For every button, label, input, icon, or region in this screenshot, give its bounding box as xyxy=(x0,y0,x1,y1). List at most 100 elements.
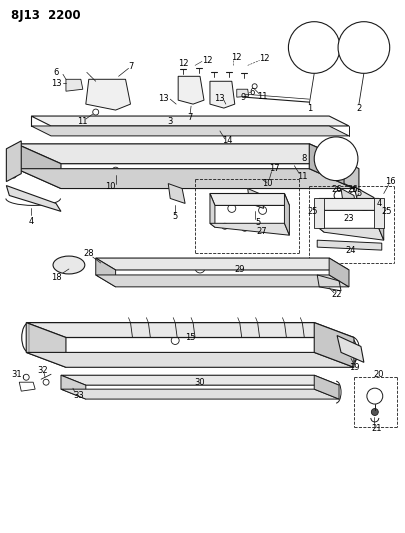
Text: 6: 6 xyxy=(53,68,59,77)
Circle shape xyxy=(241,225,247,231)
Text: 11: 11 xyxy=(296,172,307,181)
Polygon shape xyxy=(61,389,338,399)
Text: 22: 22 xyxy=(331,290,341,300)
Polygon shape xyxy=(343,161,358,190)
Polygon shape xyxy=(340,189,355,208)
Circle shape xyxy=(68,383,74,389)
Text: 24: 24 xyxy=(345,246,355,255)
Text: 13: 13 xyxy=(158,94,168,103)
Text: 33: 33 xyxy=(73,391,84,400)
Circle shape xyxy=(333,190,343,200)
Polygon shape xyxy=(26,352,353,367)
Polygon shape xyxy=(96,258,115,287)
Circle shape xyxy=(337,22,389,74)
Polygon shape xyxy=(309,144,353,189)
Circle shape xyxy=(227,205,235,212)
Polygon shape xyxy=(318,198,383,211)
Text: 11: 11 xyxy=(77,117,88,125)
Text: 5: 5 xyxy=(356,189,361,198)
Polygon shape xyxy=(61,375,85,399)
Text: 12: 12 xyxy=(177,59,188,68)
Circle shape xyxy=(96,87,104,95)
Text: 9: 9 xyxy=(239,93,245,102)
Text: 12: 12 xyxy=(259,54,269,63)
Polygon shape xyxy=(378,198,383,240)
Polygon shape xyxy=(313,322,353,367)
Text: 3: 3 xyxy=(167,117,173,125)
Polygon shape xyxy=(31,126,348,136)
Text: 28: 28 xyxy=(83,248,94,257)
Polygon shape xyxy=(16,144,61,189)
Text: 13: 13 xyxy=(214,94,225,103)
Polygon shape xyxy=(318,198,323,232)
Circle shape xyxy=(43,379,49,385)
Text: 20: 20 xyxy=(373,370,383,379)
Polygon shape xyxy=(96,275,348,287)
Text: 4: 4 xyxy=(375,199,380,208)
Circle shape xyxy=(115,99,121,105)
Text: 30: 30 xyxy=(194,378,205,387)
Text: 14: 14 xyxy=(222,136,232,146)
Circle shape xyxy=(221,223,227,229)
Polygon shape xyxy=(178,76,203,104)
Polygon shape xyxy=(284,193,289,235)
Polygon shape xyxy=(209,193,289,205)
Polygon shape xyxy=(209,81,234,108)
Text: 10: 10 xyxy=(262,179,272,188)
Text: 29: 29 xyxy=(234,265,244,274)
Text: 17: 17 xyxy=(269,164,279,173)
Text: 31: 31 xyxy=(11,370,21,379)
Text: 12: 12 xyxy=(231,53,241,62)
Polygon shape xyxy=(61,375,338,385)
Text: 2: 2 xyxy=(356,103,361,112)
Polygon shape xyxy=(236,89,248,97)
Text: 7: 7 xyxy=(128,62,133,71)
Polygon shape xyxy=(16,168,353,189)
Text: 10: 10 xyxy=(105,182,115,191)
Polygon shape xyxy=(66,79,83,91)
Polygon shape xyxy=(16,144,353,164)
Text: 13: 13 xyxy=(51,79,61,88)
Text: 7: 7 xyxy=(187,112,192,122)
Polygon shape xyxy=(336,336,363,362)
Circle shape xyxy=(258,206,266,214)
Text: 26: 26 xyxy=(347,185,357,194)
Polygon shape xyxy=(373,198,383,228)
Polygon shape xyxy=(26,322,353,337)
Text: 21: 21 xyxy=(371,424,381,433)
Text: 5: 5 xyxy=(254,218,260,227)
Text: 25: 25 xyxy=(381,207,391,216)
Polygon shape xyxy=(313,375,338,399)
Text: 27: 27 xyxy=(256,227,266,236)
Polygon shape xyxy=(328,258,348,287)
Polygon shape xyxy=(313,198,323,228)
Text: 6: 6 xyxy=(248,88,254,96)
Circle shape xyxy=(23,374,29,380)
Circle shape xyxy=(112,167,119,174)
Polygon shape xyxy=(247,189,263,208)
Polygon shape xyxy=(318,228,383,240)
Text: 4: 4 xyxy=(28,217,34,226)
Polygon shape xyxy=(209,193,214,227)
Text: 11: 11 xyxy=(257,92,267,101)
Polygon shape xyxy=(209,223,289,235)
Polygon shape xyxy=(96,258,348,270)
Polygon shape xyxy=(85,79,130,110)
Text: 8J13  2200: 8J13 2200 xyxy=(11,9,81,22)
Circle shape xyxy=(256,175,262,182)
Circle shape xyxy=(102,99,109,105)
Polygon shape xyxy=(26,322,66,367)
Ellipse shape xyxy=(53,256,85,274)
Circle shape xyxy=(288,22,339,74)
Text: 8: 8 xyxy=(301,154,306,163)
Text: 18: 18 xyxy=(51,273,61,282)
Polygon shape xyxy=(31,116,348,126)
Circle shape xyxy=(313,137,357,181)
Circle shape xyxy=(252,84,256,88)
Circle shape xyxy=(194,263,205,273)
Circle shape xyxy=(348,191,358,201)
Text: 5: 5 xyxy=(172,212,177,221)
Text: 16: 16 xyxy=(384,177,395,186)
Circle shape xyxy=(92,109,98,115)
Polygon shape xyxy=(168,183,185,204)
